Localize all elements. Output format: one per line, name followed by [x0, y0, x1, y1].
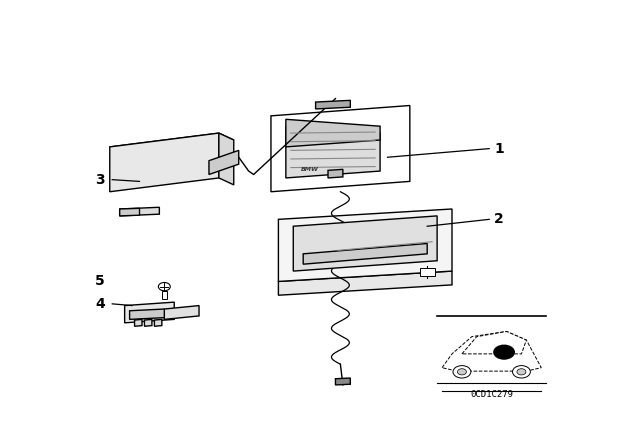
Polygon shape: [286, 119, 380, 147]
Circle shape: [513, 366, 531, 378]
Polygon shape: [462, 332, 526, 354]
Circle shape: [453, 366, 471, 378]
Text: 5: 5: [95, 275, 105, 289]
Polygon shape: [328, 169, 343, 178]
Text: 2: 2: [494, 212, 504, 226]
Circle shape: [458, 369, 467, 375]
Polygon shape: [335, 378, 350, 385]
Polygon shape: [286, 126, 380, 178]
Circle shape: [517, 369, 526, 375]
Text: 0CD1C279: 0CD1C279: [470, 390, 513, 399]
Bar: [162, 291, 167, 299]
Polygon shape: [293, 216, 437, 271]
Polygon shape: [278, 209, 452, 281]
Text: 4: 4: [95, 297, 105, 311]
Text: BMW: BMW: [301, 167, 319, 172]
Polygon shape: [129, 309, 164, 319]
Polygon shape: [120, 207, 159, 216]
Polygon shape: [271, 106, 410, 192]
Polygon shape: [110, 133, 234, 154]
Text: 3: 3: [95, 172, 105, 187]
Polygon shape: [442, 332, 541, 371]
Polygon shape: [125, 302, 174, 323]
Polygon shape: [154, 319, 162, 326]
Circle shape: [493, 345, 515, 360]
Circle shape: [158, 283, 170, 291]
Polygon shape: [134, 319, 142, 326]
Polygon shape: [110, 133, 219, 192]
Polygon shape: [164, 306, 199, 319]
Polygon shape: [219, 133, 234, 185]
Polygon shape: [316, 100, 350, 109]
Polygon shape: [209, 151, 239, 174]
Polygon shape: [120, 208, 140, 216]
Polygon shape: [278, 271, 452, 295]
Polygon shape: [303, 244, 428, 264]
Text: 1: 1: [494, 142, 504, 155]
Polygon shape: [145, 319, 152, 326]
Bar: [420, 267, 435, 276]
